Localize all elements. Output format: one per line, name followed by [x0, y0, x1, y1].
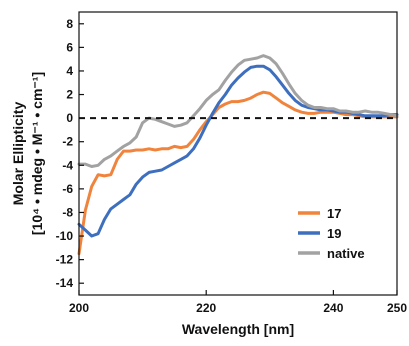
y-axis-title-line1: Molar Ellipticity	[10, 102, 26, 206]
y-tick-label: 4	[66, 64, 73, 78]
x-axis-title: Wavelength [nm]	[182, 321, 294, 337]
series-line-17	[77, 90, 399, 256]
y-tick-label: -2	[62, 135, 73, 149]
y-tick-label: 6	[66, 40, 73, 54]
y-axis-title-line2: [10⁴ • mdeg • M⁻¹ • cm⁻¹]	[29, 72, 45, 235]
plot-frame	[78, 11, 398, 296]
y-tick-label: -10	[56, 229, 74, 243]
legend-label-native: native	[327, 246, 365, 261]
y-tick-label: 2	[66, 88, 73, 102]
x-tick-label: 250	[387, 301, 407, 315]
legend-label-17: 17	[327, 206, 341, 221]
legend: 17 19 native	[298, 206, 365, 261]
y-tick-label: -8	[62, 205, 73, 219]
series-layer	[77, 54, 399, 256]
x-tick-label: 220	[196, 301, 216, 315]
y-tick-label: -6	[62, 182, 73, 196]
y-tick-label: 0	[66, 111, 73, 125]
y-tick-label: 8	[66, 17, 73, 31]
y-tick-label: -12	[56, 253, 74, 267]
x-tick-label: 240	[323, 301, 343, 315]
tick-layer: 200 220 240 250 -14 -12 -10 -8 -6 -4 -2 0 2 4 6 8	[56, 17, 408, 315]
x-tick-label: 200	[69, 301, 89, 315]
y-tick-label: -14	[56, 276, 74, 290]
legend-label-19: 19	[327, 226, 341, 241]
y-tick-label: -4	[62, 158, 73, 172]
series-line-native	[77, 54, 399, 168]
